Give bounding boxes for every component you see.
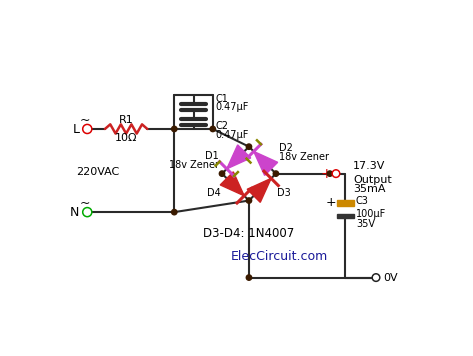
Circle shape (83, 124, 92, 134)
Text: C1: C1 (216, 94, 229, 104)
Bar (337, 214, 354, 218)
Text: L: L (72, 123, 79, 136)
Circle shape (333, 171, 338, 176)
Text: ~: ~ (79, 197, 90, 210)
Text: C2: C2 (216, 121, 229, 131)
Circle shape (246, 144, 252, 150)
Circle shape (273, 171, 279, 176)
Text: C3: C3 (356, 195, 369, 205)
Circle shape (172, 126, 177, 132)
Text: D2: D2 (279, 143, 293, 153)
Text: +: + (321, 167, 333, 180)
Text: ElecCircuit.com: ElecCircuit.com (231, 250, 328, 263)
Circle shape (219, 171, 225, 176)
Circle shape (83, 208, 92, 217)
Text: 0V: 0V (384, 273, 398, 283)
Circle shape (327, 171, 333, 176)
Polygon shape (254, 151, 278, 176)
Text: D3: D3 (278, 188, 291, 198)
Text: D1: D1 (205, 151, 219, 161)
Polygon shape (227, 145, 251, 169)
Bar (337, 200, 354, 206)
Text: R1: R1 (119, 115, 133, 126)
Circle shape (84, 126, 90, 132)
Text: 35V: 35V (356, 219, 375, 229)
Text: Output: Output (353, 175, 392, 185)
Circle shape (84, 209, 90, 215)
Circle shape (372, 274, 380, 282)
Text: D3-D4: 1N4007: D3-D4: 1N4007 (203, 227, 295, 240)
Circle shape (172, 209, 177, 215)
Circle shape (246, 275, 252, 280)
Text: 0.47μF: 0.47μF (216, 103, 249, 112)
Text: 17.3V: 17.3V (353, 161, 385, 171)
Text: 0.47μF: 0.47μF (216, 130, 249, 140)
Text: +: + (326, 195, 337, 209)
Text: 100μF: 100μF (356, 209, 386, 219)
Text: N: N (70, 206, 79, 219)
Polygon shape (220, 172, 244, 196)
Text: 18v Zener: 18v Zener (279, 152, 329, 162)
Circle shape (210, 126, 216, 132)
Circle shape (246, 198, 252, 203)
Text: ~: ~ (79, 114, 90, 127)
Text: 10Ω: 10Ω (115, 133, 137, 143)
Text: 35mA: 35mA (353, 184, 385, 194)
Text: D4: D4 (207, 188, 220, 198)
Text: 18v Zener: 18v Zener (169, 160, 219, 170)
Text: 220VAC: 220VAC (76, 167, 119, 177)
Circle shape (374, 275, 378, 280)
Polygon shape (247, 178, 271, 202)
Circle shape (332, 170, 340, 178)
